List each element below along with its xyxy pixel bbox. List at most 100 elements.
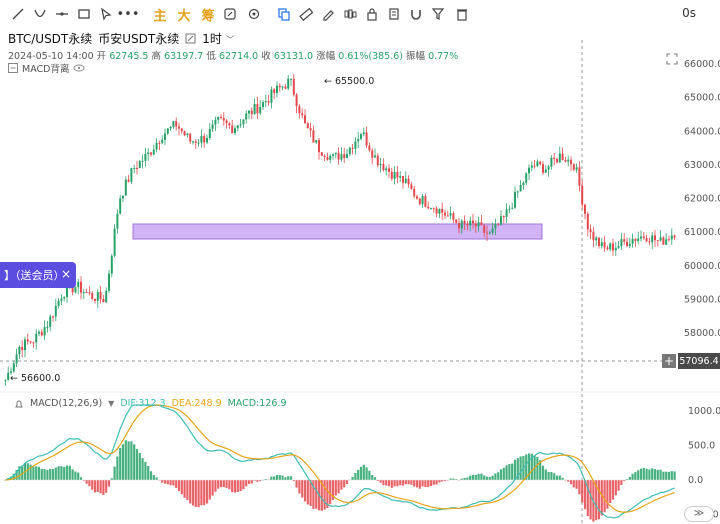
main-indicator-button[interactable]: 主 [153, 8, 167, 24]
horizontal-line-icon[interactable] [54, 5, 70, 23]
ruler-icon[interactable] [298, 5, 314, 23]
add-alert-button[interactable]: + [662, 354, 676, 368]
macd-bar [483, 475, 486, 480]
cursor-icon[interactable] [98, 5, 114, 23]
macd-bar [455, 479, 458, 480]
filter-icon[interactable] [430, 5, 446, 23]
candle-body [522, 182, 525, 186]
interval-label[interactable]: 0s [682, 6, 696, 20]
macd-bar [368, 470, 371, 480]
lock-icon[interactable] [364, 5, 380, 23]
settings-icon[interactable] [246, 5, 262, 23]
close-label: 收 [261, 51, 271, 62]
bell-icon[interactable] [14, 399, 24, 409]
candle-body [665, 239, 668, 245]
macd-bar [93, 480, 97, 493]
chip-distribution-button[interactable]: 筹 [201, 8, 215, 24]
candle-body [133, 167, 136, 169]
candle-body [141, 160, 144, 162]
candle-body [494, 223, 497, 229]
symbol-name[interactable]: BTC/USDT永续 [8, 32, 93, 46]
candle-body [329, 155, 332, 160]
macd-bar [667, 471, 671, 480]
candle-body [217, 117, 220, 120]
eye-icon[interactable] [73, 63, 85, 73]
candle-body [99, 291, 102, 299]
macd-bar [651, 468, 654, 480]
pencil-icon[interactable] [320, 5, 336, 23]
macd-bar [586, 480, 589, 517]
curve-icon[interactable] [32, 5, 48, 23]
edit-icon[interactable] [222, 5, 238, 23]
macd-bar [466, 477, 469, 480]
trash-icon[interactable] [454, 5, 470, 23]
candle-body [500, 216, 502, 225]
macd-bar [105, 480, 108, 493]
macd-bar [214, 480, 217, 492]
overlay-indicator[interactable]: MACD背离 [8, 61, 85, 75]
macd-bar [54, 467, 57, 480]
macd-bar [82, 480, 85, 481]
macd-bar [312, 480, 315, 509]
candle-body [127, 179, 130, 182]
macd-bar [183, 480, 186, 498]
macd-bar [581, 480, 584, 503]
macd-name[interactable]: MACD(12,26,9) [30, 398, 103, 409]
dropdown-icon[interactable]: ▼ [108, 399, 115, 408]
promo-banner[interactable]: 】（送会员） × [0, 262, 76, 288]
candle-body [575, 167, 578, 170]
rectangle-icon[interactable] [76, 5, 92, 23]
dif-line [5, 404, 675, 519]
macd-bar [163, 480, 167, 484]
macd-bar [60, 466, 63, 480]
fullscreen-icon[interactable] [666, 50, 678, 65]
more-tools-button[interactable]: ••• [116, 6, 140, 22]
candle-body [18, 346, 21, 355]
collapse-icon[interactable] [8, 63, 18, 73]
magnet-icon[interactable] [408, 5, 424, 23]
macd-bar [460, 478, 463, 480]
macd-bar [275, 474, 279, 480]
edit-small-icon[interactable] [185, 33, 196, 44]
candle-body [91, 292, 94, 299]
macd-bar [334, 480, 337, 496]
candle-body [26, 339, 29, 342]
macd-bar [449, 478, 452, 480]
macd-bar [631, 473, 634, 480]
macd-bar [544, 469, 547, 480]
timeframe-selector[interactable]: 1时 ﹀ [202, 30, 234, 47]
macd-bar [519, 456, 522, 480]
macd-bar [331, 480, 335, 500]
big-order-button[interactable]: 大 [177, 8, 191, 24]
macd-bar [29, 464, 32, 480]
price-tick-label: 59000.0 [684, 294, 720, 305]
macd-bar [57, 466, 60, 480]
candle-body [379, 164, 382, 166]
trend-line-icon[interactable] [10, 5, 26, 23]
support-zone-rect[interactable] [132, 223, 543, 240]
macd-bar [575, 480, 578, 489]
copy-icon[interactable] [276, 5, 292, 23]
macd-bar [354, 472, 357, 480]
candle-body [147, 152, 150, 154]
macd-bar [634, 472, 637, 480]
scroll-to-latest-button[interactable]: ≫ [684, 506, 714, 522]
price-tick-label: 58000.0 [684, 328, 720, 339]
close-icon[interactable]: × [60, 267, 71, 281]
price-tick-label: 65000.0 [684, 93, 720, 104]
candlestick-icon[interactable] [342, 5, 358, 23]
amplitude-value: 0.77% [428, 51, 459, 62]
candle-body [295, 94, 298, 107]
candle-body [533, 165, 536, 167]
macd-bar [130, 441, 133, 480]
candle-body [113, 228, 116, 256]
macd-bar [124, 440, 127, 480]
candle-body [12, 363, 15, 372]
candle-body [502, 216, 505, 218]
candle-body [57, 300, 60, 306]
change-value: 0.61%(385.6) [338, 51, 403, 62]
high-marker-label: ← 65500.0 [324, 76, 374, 87]
alert-icon[interactable] [386, 5, 402, 23]
candle-body [155, 142, 158, 150]
